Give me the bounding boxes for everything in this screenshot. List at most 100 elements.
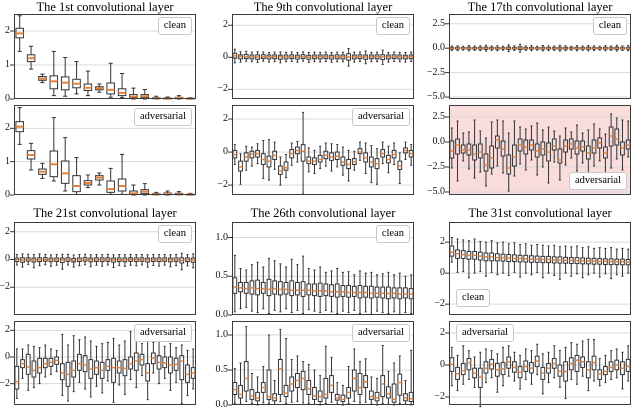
box	[585, 338, 591, 392]
box	[106, 167, 115, 195]
box	[523, 348, 529, 380]
box	[494, 119, 500, 167]
panel-layer31-adversarial: adversarial −2 0 2	[434, 321, 631, 408]
box	[255, 51, 260, 63]
box	[517, 243, 523, 278]
box	[397, 51, 403, 63]
box	[368, 271, 374, 315]
box	[346, 271, 351, 314]
box	[512, 45, 517, 52]
box	[238, 268, 243, 310]
box	[150, 341, 156, 374]
box	[506, 44, 512, 53]
box	[551, 45, 557, 51]
box	[317, 51, 323, 63]
box	[580, 340, 586, 377]
y-tick-label: 0.5	[215, 270, 229, 282]
y-tick-label: 2	[5, 225, 10, 237]
panel-label-adversarial: adversarial	[133, 324, 192, 342]
y-tick-label: 2	[440, 327, 445, 338]
box	[243, 326, 249, 402]
box	[31, 254, 37, 269]
panel-layer9-clean: clean −2 0 2	[217, 14, 414, 99]
box	[99, 254, 105, 267]
panel-layer1-clean: clean 0 1 2	[5, 14, 196, 104]
box	[266, 257, 272, 314]
panel-border	[14, 321, 196, 405]
box	[145, 329, 151, 401]
box	[597, 358, 603, 387]
box	[603, 45, 608, 52]
box	[117, 153, 127, 195]
box	[546, 245, 551, 274]
panel-label-clean: clean	[456, 289, 491, 307]
panel-layer1-adversarial: adversarial 0 1 2	[5, 105, 196, 200]
box	[340, 51, 346, 63]
box	[449, 346, 455, 387]
box	[168, 343, 173, 391]
box	[351, 51, 357, 63]
box	[105, 341, 111, 382]
box	[483, 137, 489, 187]
box	[585, 129, 591, 178]
box	[173, 253, 179, 267]
box	[597, 45, 603, 51]
box	[272, 51, 278, 63]
box	[300, 111, 306, 195]
box	[38, 73, 47, 84]
box	[289, 142, 295, 166]
box	[472, 356, 477, 388]
box	[386, 51, 391, 63]
box	[363, 272, 369, 313]
box	[351, 348, 357, 402]
box	[329, 51, 334, 63]
y-tick-label: 0	[440, 359, 445, 370]
box	[232, 48, 238, 64]
y-tick-label: 1.0	[215, 329, 229, 340]
box	[563, 346, 568, 400]
box	[60, 57, 70, 97]
box	[334, 144, 340, 168]
box	[139, 253, 145, 266]
box	[255, 376, 260, 406]
box	[20, 348, 25, 379]
box	[185, 254, 190, 267]
y-tick-label: 0.0	[432, 136, 446, 147]
box	[334, 51, 340, 63]
box	[238, 362, 243, 405]
box	[368, 51, 374, 63]
box	[117, 73, 127, 99]
box	[374, 274, 380, 312]
box	[517, 354, 523, 390]
box	[512, 242, 517, 273]
box	[534, 122, 540, 176]
box	[380, 141, 386, 165]
box	[260, 51, 266, 62]
y-tick-label: 0	[5, 253, 10, 265]
box	[403, 275, 408, 314]
box	[59, 253, 65, 270]
box	[243, 145, 249, 171]
box	[323, 345, 329, 405]
box	[455, 120, 460, 182]
subplot-title-2: The 9th convolutional layer	[253, 0, 393, 14]
subplot-title-4: The 21st convolutional layer	[33, 206, 177, 220]
box	[77, 339, 82, 383]
panel-border	[14, 105, 196, 195]
box	[31, 345, 37, 389]
box	[489, 350, 495, 379]
box	[82, 253, 88, 266]
box	[306, 147, 312, 173]
box	[523, 243, 529, 274]
y-tick-label: 2	[5, 324, 10, 336]
panel-label-adversarial: adversarial	[351, 108, 410, 126]
box	[460, 239, 466, 273]
y-tick-label: 0.0	[215, 399, 229, 410]
box	[300, 255, 306, 314]
box	[603, 133, 608, 180]
box	[357, 361, 363, 404]
box	[403, 141, 408, 160]
box	[185, 349, 190, 397]
y-tick-label: 0	[5, 189, 10, 200]
box	[54, 253, 60, 266]
